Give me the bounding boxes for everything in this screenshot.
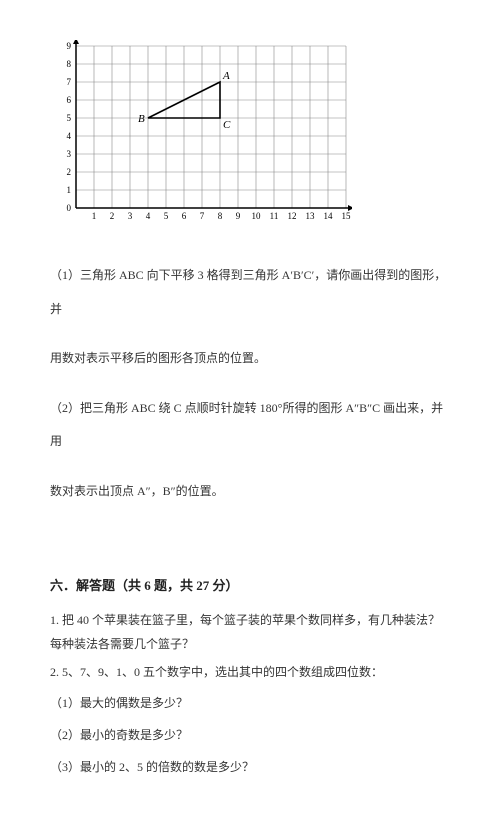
svg-text:1: 1 xyxy=(92,211,97,221)
svg-text:6: 6 xyxy=(182,211,187,221)
svg-text:7: 7 xyxy=(200,211,205,221)
svg-text:9: 9 xyxy=(67,41,72,51)
question-2-sub1: （1）最大的偶数是多少？ xyxy=(50,690,450,716)
svg-text:3: 3 xyxy=(67,149,72,159)
question-1: 1. 把 40 个苹果装在篮子里，每个篮子装的苹果个数同样多，有几种装法？每种装… xyxy=(50,608,450,656)
grid-svg: 1234567891011121314150123456789ABC xyxy=(60,40,352,224)
svg-text:2: 2 xyxy=(110,211,115,221)
svg-text:3: 3 xyxy=(128,211,133,221)
problem-1-line1: （1）三角形 ABC 向下平移 3 格得到三角形 A′B′C′，请你画出得到的图… xyxy=(50,259,450,326)
question-2-sub3: （3）最小的 2、5 的倍数的数是多少？ xyxy=(50,754,450,780)
svg-text:4: 4 xyxy=(67,131,72,141)
svg-text:6: 6 xyxy=(67,95,72,105)
svg-text:13: 13 xyxy=(306,211,316,221)
svg-text:10: 10 xyxy=(252,211,262,221)
svg-text:C: C xyxy=(223,119,231,131)
svg-text:2: 2 xyxy=(67,167,72,177)
question-2-sub2: （2）最小的奇数是多少？ xyxy=(50,722,450,748)
svg-text:4: 4 xyxy=(146,211,151,221)
svg-text:5: 5 xyxy=(164,211,169,221)
svg-text:5: 5 xyxy=(67,113,72,123)
svg-text:8: 8 xyxy=(218,211,223,221)
svg-text:0: 0 xyxy=(67,203,72,213)
svg-text:14: 14 xyxy=(324,211,334,221)
svg-text:11: 11 xyxy=(270,211,279,221)
question-2: 2. 5、7、9、1、0 五个数字中，选出其中的四个数组成四位数： xyxy=(50,660,450,684)
svg-text:A: A xyxy=(222,70,230,82)
svg-text:B: B xyxy=(138,113,145,125)
svg-text:7: 7 xyxy=(67,77,72,87)
problem-1-line2: 用数对表示平移后的图形各顶点的位置。 xyxy=(50,342,450,376)
grid-chart: 1234567891011121314150123456789ABC xyxy=(60,40,450,229)
svg-text:15: 15 xyxy=(342,211,352,221)
svg-text:8: 8 xyxy=(67,59,72,69)
problem-2-line2: 数对表示出顶点 A″，B″的位置。 xyxy=(50,475,450,509)
svg-text:12: 12 xyxy=(288,211,297,221)
svg-text:1: 1 xyxy=(67,185,72,195)
section-6-heading: 六．解答题（共 6 题，共 27 分） xyxy=(50,575,450,594)
problem-2-line1: （2）把三角形 ABC 绕 C 点顺时针旋转 180°所得的图形 A″B″C 画… xyxy=(50,392,450,459)
svg-text:9: 9 xyxy=(236,211,241,221)
